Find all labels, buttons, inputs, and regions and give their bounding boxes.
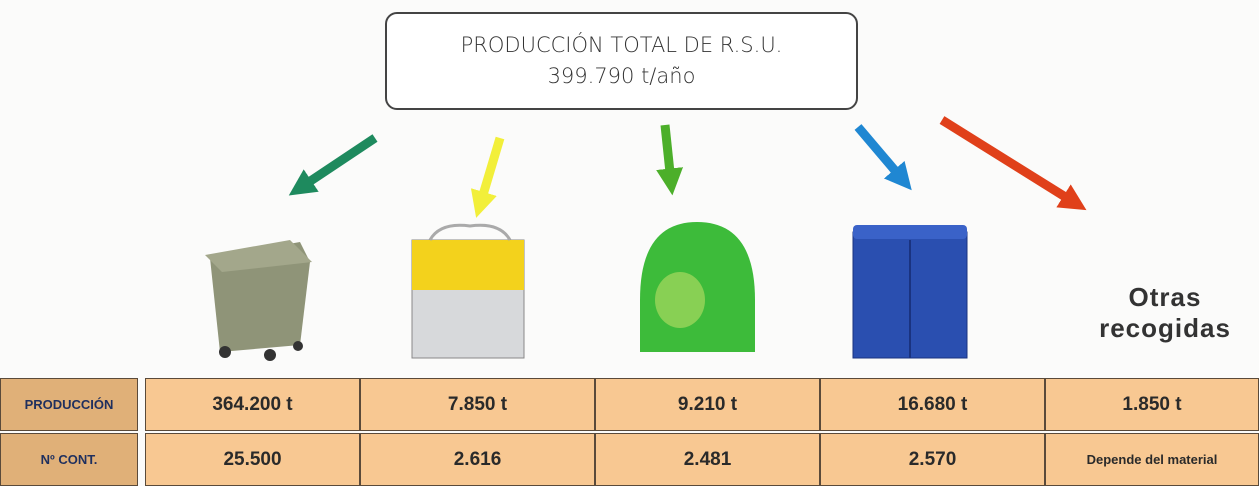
yellow-container [411,223,525,359]
arrow [656,124,684,196]
gray-bin [205,240,312,361]
total-title: PRODUCCIÓN TOTAL DE R.S.U. [460,33,783,57]
green-igloo [640,222,755,352]
total-value: 399.790 t/año [547,64,696,88]
blue-container [852,225,968,359]
row-label: Nº CONT. [0,433,138,486]
arrow [470,136,505,218]
table-cell: Depende del material [1045,433,1259,486]
table-cell: 7.850 t [360,378,595,431]
total-box: PRODUCCIÓN TOTAL DE R.S.U. 399.790 t/año [385,12,858,110]
other-label: Otras recogidas [1099,282,1231,343]
row-label: PRODUCCIÓN [0,378,138,431]
illustration [205,116,1087,361]
table-cell: 1.850 t [1045,378,1259,431]
table-cell: 364.200 t [145,378,360,431]
arrow [288,134,378,196]
table-cell: 25.500 [145,433,360,486]
table-cell: 2.570 [820,433,1045,486]
arrow [939,116,1087,211]
arrow [854,124,912,191]
table-cell: 16.680 t [820,378,1045,431]
table-cell: 9.210 t [595,378,820,431]
table-cell: 2.616 [360,433,595,486]
table-cell: 2.481 [595,433,820,486]
